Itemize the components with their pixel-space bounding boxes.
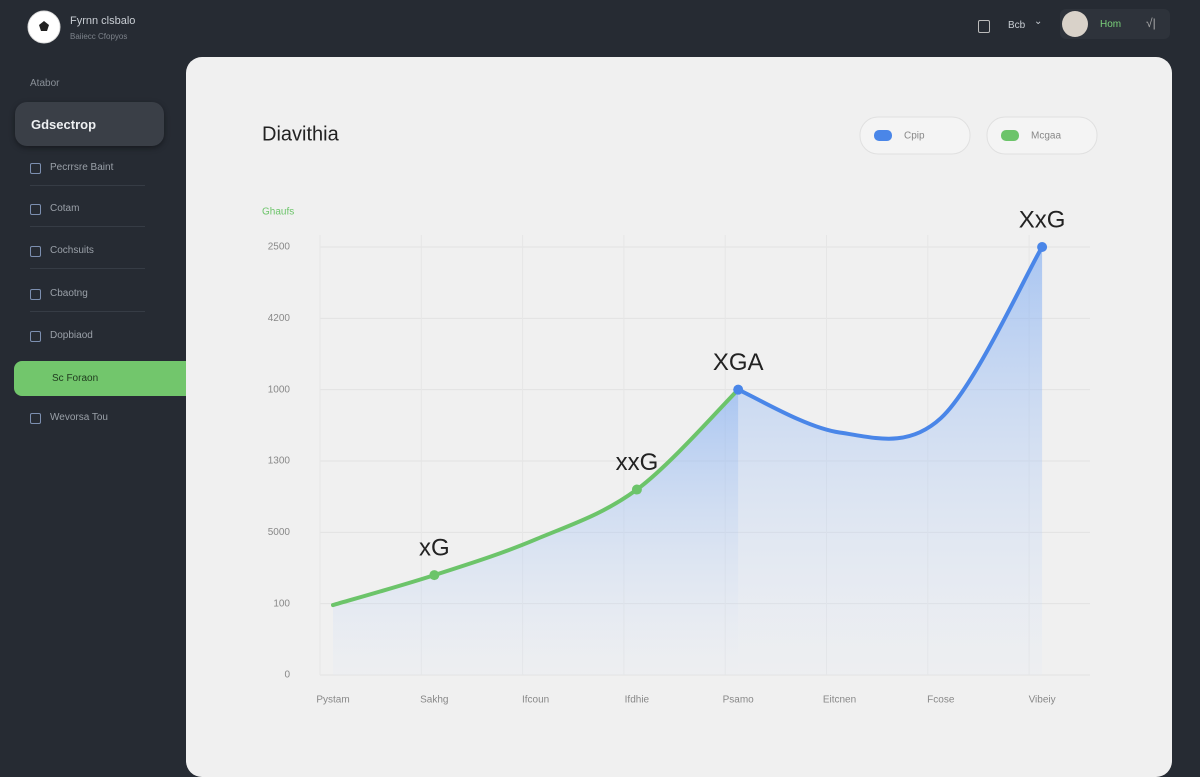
x-tick-label: Vibeiy [1029,695,1056,706]
legend-label: Cpip [904,131,925,142]
x-tick-label: Ifdhie [625,695,650,706]
line [331,387,741,608]
legend-pill [859,116,971,155]
nav-item[interactable]: Cotam [30,203,165,215]
active-label: Gdsectrop [31,117,97,132]
nav-item[interactable]: Wevorsa Tou [30,412,165,424]
app-name: Fyrnn clsbalo [70,15,136,27]
separator [30,226,145,227]
annotation: XGA [713,349,764,376]
nav-item[interactable]: Dopbiaod [30,330,165,342]
nav-item[interactable]: Pecrrsre Baint [30,162,165,174]
avatar[interactable] [1062,11,1088,37]
y-tick-label: 5000 [268,527,291,538]
doc-icon[interactable] [978,20,990,33]
y-axis-label: Ghaufs [262,207,294,218]
user-name[interactable]: Hom [1100,19,1122,30]
separator [30,311,145,312]
point [1037,242,1048,252]
annotation: xG [419,534,450,561]
section-label: Atabor [30,78,60,89]
legend-label: Mcgaa [1031,131,1061,142]
x-tick-label: Ifcoun [522,695,549,706]
sidebar: Atabor Gdsectrop Pecrrsre Baint Cotam Coch… [0,56,186,750]
line [736,245,1045,441]
chart-title: Diavithia [262,123,340,145]
y-tick-label: 0 [284,670,290,681]
point [631,484,642,495]
annotation: XxG [1019,206,1066,233]
y-tick-label: 1000 [268,384,291,395]
logo [27,10,61,44]
separator [30,185,145,186]
area [738,247,1043,675]
selected-item[interactable]: Sc Foraon [14,361,186,396]
legend-swatch [874,130,892,141]
y-tick-label: 1300 [268,456,291,467]
legend-pill [986,116,1098,155]
menu[interactable]: Bcb [1008,20,1026,31]
top-bar: Fyrnn clsbalo Baiiecc Cfopyos Bcb ⌄ Hom … [0,0,1200,56]
x-tick-label: Pystam [316,695,349,706]
legend-swatch [1001,130,1019,141]
point [429,570,440,581]
chart: Diavithia Ghaufs Cpip Mcgaa 0 100 5000 1300 10… [262,116,1098,706]
nav-item[interactable]: Cbaotng [30,288,165,300]
point [733,384,744,395]
x-tick-label: Eitcnen [823,695,856,706]
annotation: xxG [616,449,659,476]
selected-label: Sc Foraon [52,373,99,384]
active-item[interactable]: Gdsectrop [15,102,164,146]
nav-item[interactable]: Cochsuits [30,245,165,257]
y-tick-label: 4200 [268,313,291,324]
y-tick-label: 2500 [268,242,291,253]
x-tick-label: Fcose [927,695,955,706]
user-menu[interactable]: √| [1146,16,1156,30]
x-tick-label: Psamo [723,695,755,706]
app-subtitle: Baiiecc Cfopyos [70,32,128,41]
y-tick-label: 100 [273,598,290,609]
chevron[interactable]: ⌄ [1034,16,1043,27]
area [333,389,739,675]
x-tick-label: Sakhg [420,695,448,706]
separator [30,268,145,269]
